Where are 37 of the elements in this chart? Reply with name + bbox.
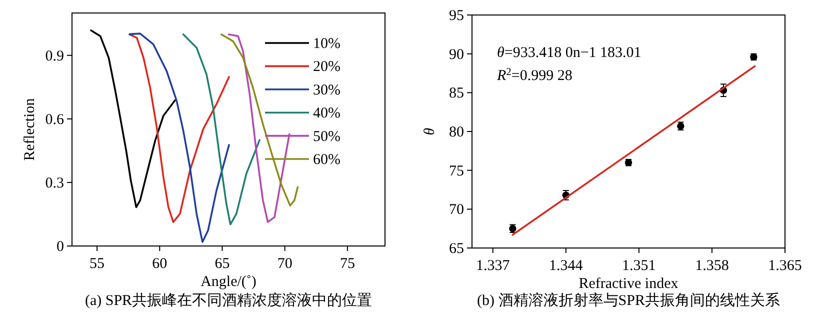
- x-axis-title: Refractive index: [578, 276, 679, 292]
- legend-label: 30%: [313, 82, 340, 98]
- x-tick-label: 60: [152, 256, 168, 272]
- y-axis-title: θ: [422, 127, 438, 136]
- x-tick-label: 1.365: [768, 258, 802, 274]
- x-axis-title: Angle/(˚): [200, 274, 256, 290]
- legend-label: 50%: [313, 128, 340, 145]
- annotation: R$^{2}$=0.999 28: [496, 66, 572, 84]
- line-series: [90, 29, 176, 208]
- y-tick-label: 0: [56, 239, 64, 255]
- y-tick-label: 95: [449, 8, 464, 24]
- legend-label: 20%: [313, 59, 340, 76]
- line-series: [182, 33, 260, 226]
- y-tick-label: 75: [449, 163, 464, 180]
- y-tick-label: 65: [449, 241, 464, 257]
- text: (a) SPR共振峰在不同酒精浓度溶液中的位置: [84, 292, 372, 309]
- annotation: θ=933.418 0n−1 183.01: [497, 45, 642, 61]
- legend-label: 10%: [313, 36, 340, 52]
- x-tick-label: 65: [214, 256, 230, 272]
- legend-label: 60%: [313, 152, 340, 168]
- x-tick-label: 1.358: [695, 258, 729, 274]
- text: (b) 酒精溶液折射率与SPR共振角间的线性关系: [477, 292, 780, 309]
- legend-label: 40%: [313, 106, 340, 122]
- x-tick-label: 75: [340, 256, 355, 272]
- x-tick-label: 1.351: [622, 258, 656, 274]
- x-tick-label: 55: [90, 256, 105, 272]
- y-tick-label: 80: [449, 124, 464, 140]
- y-axis-title: Reflection: [22, 98, 38, 161]
- y-tick-label: 85: [449, 86, 464, 102]
- x-tick-label: 70: [277, 256, 292, 272]
- x-tick-label: 1.337: [476, 258, 510, 274]
- y-tick-label: 90: [449, 46, 464, 63]
- y-tick-label: 0.3: [45, 175, 64, 192]
- x-tick-label: 1.344: [549, 258, 584, 274]
- y-tick-label: 70: [449, 202, 464, 218]
- y-tick-label: 0.6: [45, 112, 64, 128]
- y-tick-label: 0.9: [45, 48, 64, 64]
